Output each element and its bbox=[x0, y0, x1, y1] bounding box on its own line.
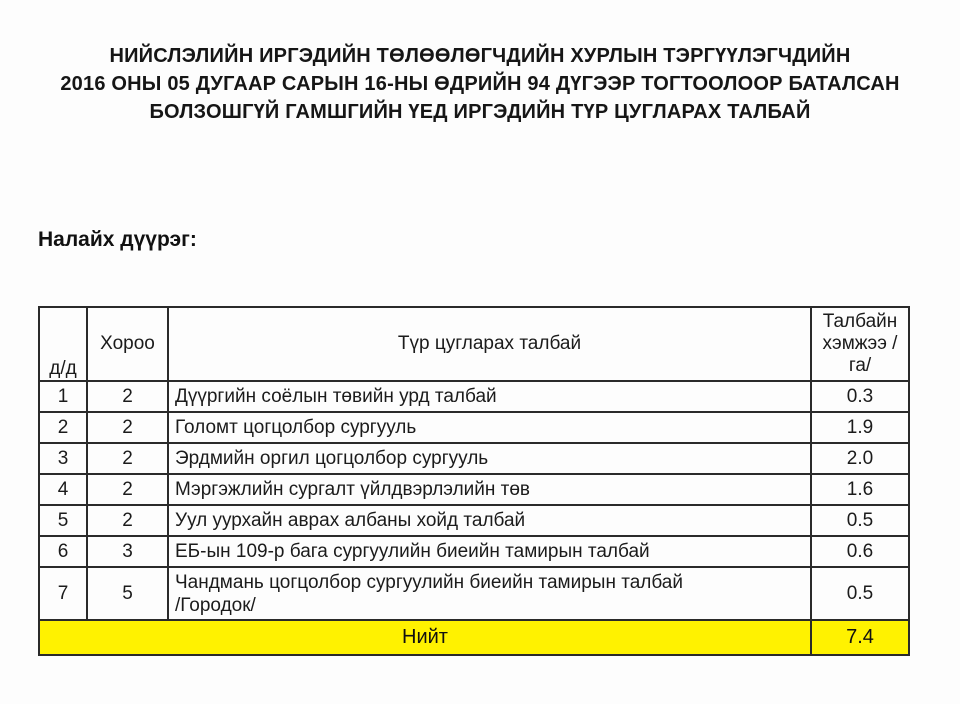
row-name: Уул уурхайн аврах албаны хойд талбай bbox=[167, 504, 812, 537]
row-area: 0.6 bbox=[810, 535, 910, 568]
table-header-row: д/д Хороо Түр цугларах талбай Талбайн хэ… bbox=[38, 306, 910, 382]
row-num: 2 bbox=[38, 411, 88, 444]
row-name: ЕБ-ын 109-р бага сургуулийн биеийн тамир… bbox=[167, 535, 812, 568]
total-row: Нийт 7.4 bbox=[38, 619, 910, 656]
total-label: Нийт bbox=[38, 619, 812, 656]
table-row: 7 5 Чандмань цогцолбор сургуулийн биеийн… bbox=[38, 566, 910, 621]
table-row: 2 2 Голомт цогцолбор сургууль 1.9 bbox=[38, 411, 910, 444]
row-num: 1 bbox=[38, 380, 88, 413]
row-name: Эрдмийн оргил цогцолбор сургууль bbox=[167, 442, 812, 475]
table-row: 4 2 Мэргэжлийн сургалт үйлдвэрлэлийн төв… bbox=[38, 473, 910, 506]
row-area: 0.3 bbox=[810, 380, 910, 413]
title-line-3: БОЛЗОШГҮЙ ГАМШГИЙН ҮЕД ИРГЭДИЙН ТҮР ЦУГЛ… bbox=[149, 101, 811, 123]
row-num: 3 bbox=[38, 442, 88, 475]
row-khoroo: 3 bbox=[86, 535, 169, 568]
row-khoroo: 2 bbox=[86, 473, 169, 506]
row-area: 1.6 bbox=[810, 473, 910, 506]
table-row: 3 2 Эрдмийн оргил цогцолбор сургууль 2.0 bbox=[38, 442, 910, 475]
row-khoroo: 5 bbox=[86, 566, 169, 621]
row-name: Дүүргийн соёлын төвийн урд талбай bbox=[167, 380, 812, 413]
row-num: 5 bbox=[38, 504, 88, 537]
col-header-name: Түр цугларах талбай bbox=[167, 306, 812, 382]
row-khoroo: 2 bbox=[86, 504, 169, 537]
table-row: 6 3 ЕБ-ын 109-р бага сургуулийн биеийн т… bbox=[38, 535, 910, 568]
col-header-khoroo: Хороо bbox=[86, 306, 169, 382]
row-num: 6 bbox=[38, 535, 88, 568]
col-header-area: Талбайн хэмжээ /га/ bbox=[810, 306, 910, 382]
row-area: 0.5 bbox=[810, 566, 910, 621]
row-khoroo: 2 bbox=[86, 442, 169, 475]
row-khoroo: 2 bbox=[86, 380, 169, 413]
row-name: Голомт цогцолбор сургууль bbox=[167, 411, 812, 444]
total-value: 7.4 bbox=[810, 619, 910, 656]
assembly-areas-table: д/д Хороо Түр цугларах талбай Талбайн хэ… bbox=[38, 306, 910, 656]
col-header-num: д/д bbox=[38, 306, 88, 382]
table-row: 5 2 Уул уурхайн аврах албаны хойд талбай… bbox=[38, 504, 910, 537]
row-area: 1.9 bbox=[810, 411, 910, 444]
row-name: Чандмань цогцолбор сургуулийн биеийн там… bbox=[167, 566, 812, 621]
page-title: НИЙСЛЭЛИЙН ИРГЭДИЙН ТӨЛӨӨЛӨГЧДИЙН ХУРЛЫН… bbox=[0, 0, 960, 126]
row-name: Мэргэжлийн сургалт үйлдвэрлэлийн төв bbox=[167, 473, 812, 506]
row-area: 2.0 bbox=[810, 442, 910, 475]
row-num: 7 bbox=[38, 566, 88, 621]
row-khoroo: 2 bbox=[86, 411, 169, 444]
district-label: Налайх дүүрэг: bbox=[38, 228, 197, 251]
row-area: 0.5 bbox=[810, 504, 910, 537]
title-line-1: НИЙСЛЭЛИЙН ИРГЭДИЙН ТӨЛӨӨЛӨГЧДИЙН ХУРЛЫН… bbox=[109, 45, 851, 67]
row-num: 4 bbox=[38, 473, 88, 506]
table-row: 1 2 Дүүргийн соёлын төвийн урд талбай 0.… bbox=[38, 380, 910, 413]
title-line-2: 2016 ОНЫ 05 ДУГААР САРЫН 16-НЫ ӨДРИЙН 94… bbox=[60, 73, 900, 95]
